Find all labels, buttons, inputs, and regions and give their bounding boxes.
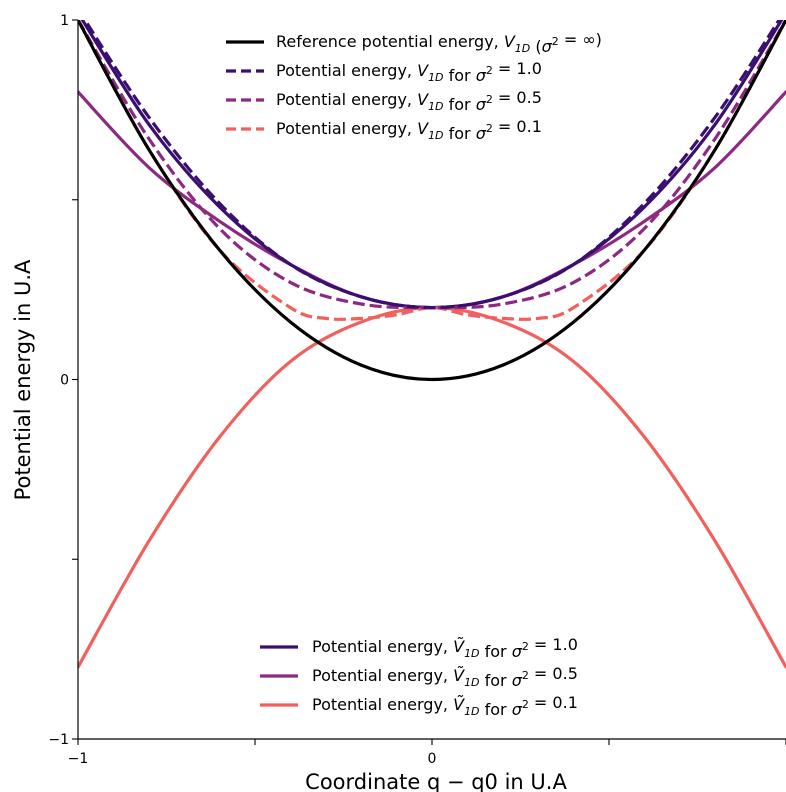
series-line-4 [80,20,784,310]
y-tick-label: −1 [48,732,69,748]
legend-label: Potential energy, Ṽ1D for σ2 = 1.0 [312,635,578,661]
series-line-5 [78,90,786,310]
series-layer [78,20,786,669]
legend-lower-center: Potential energy, Ṽ1D for σ2 = 1.0 Potent… [260,635,578,719]
legend-layer: Reference potential energy, V1D (σ2 = ∞)… [226,30,602,719]
legend-label: Potential energy, V1D for σ2 = 1.0 [276,59,542,85]
y-axis-title: Potential energy in U.A [11,259,35,500]
legend-label: Potential energy, V1D for σ2 = 0.5 [276,88,542,114]
legend-label: Potential energy, Ṽ1D for σ2 = 0.1 [312,693,578,719]
legend-label: Potential energy, Ṽ1D for σ2 = 0.5 [312,664,578,690]
x-tick-label: −1 [68,751,89,767]
legend-label: Reference potential energy, V1D (σ2 = ∞) [276,30,602,56]
series-line-6 [78,305,786,669]
legend-label: Potential energy, V1D for σ2 = 0.1 [276,117,542,143]
x-tick-label: 0 [428,751,437,767]
legend-upper-center: Reference potential energy, V1D (σ2 = ∞)… [226,30,602,143]
x-axis-title: Coordinate q − q0 in U.A [305,770,567,792]
series-line-0 [78,20,786,382]
axes-layer: Coordinate q − q0 in U.A Potential energ… [11,20,786,792]
y-tick-label: 0 [60,373,69,389]
series-line-1 [83,20,781,310]
ticks-layer: −1 0 −1 0 1 [48,13,786,767]
y-tick-label: 1 [60,13,69,29]
